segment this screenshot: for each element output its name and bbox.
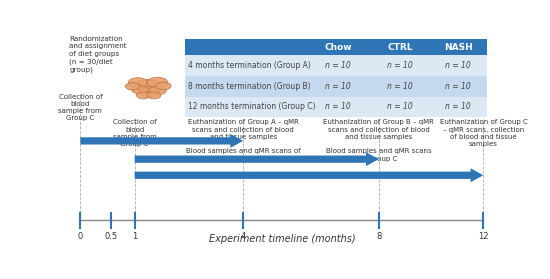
- Text: n = 10: n = 10: [446, 102, 471, 111]
- Text: Experiment timeline (months): Experiment timeline (months): [208, 234, 355, 244]
- Text: CTRL: CTRL: [387, 43, 413, 52]
- FancyBboxPatch shape: [185, 55, 487, 76]
- Circle shape: [147, 77, 168, 88]
- Text: Euthanization of Group B – qMR
scans and collection of blood
and tissue samples
: Euthanization of Group B – qMR scans and…: [323, 119, 434, 162]
- Polygon shape: [80, 134, 243, 148]
- Text: NASH: NASH: [444, 43, 472, 52]
- Text: 1: 1: [132, 232, 138, 241]
- Circle shape: [136, 92, 150, 99]
- Circle shape: [129, 78, 147, 87]
- Text: n = 10: n = 10: [446, 61, 471, 70]
- Text: 4 months termination (Group A): 4 months termination (Group A): [189, 61, 311, 70]
- Text: n = 10: n = 10: [387, 102, 413, 111]
- Text: 0.5: 0.5: [105, 232, 118, 241]
- Text: 8 months termination (Group B): 8 months termination (Group B): [189, 82, 311, 91]
- Polygon shape: [135, 152, 379, 166]
- Text: Collection of
blood
sample from
Group C: Collection of blood sample from Group C: [58, 94, 102, 121]
- FancyBboxPatch shape: [185, 97, 487, 117]
- Circle shape: [135, 80, 161, 93]
- Text: n = 10: n = 10: [387, 82, 413, 91]
- Text: n = 10: n = 10: [325, 82, 351, 91]
- Circle shape: [125, 83, 140, 90]
- Text: Euthanization of Group A – qMR
scans and collection of blood
and tissue samples
: Euthanization of Group A – qMR scans and…: [186, 119, 300, 162]
- Text: 12 months termination (Group C): 12 months termination (Group C): [189, 102, 316, 111]
- Text: n = 10: n = 10: [387, 61, 413, 70]
- FancyBboxPatch shape: [185, 40, 487, 55]
- Text: n = 10: n = 10: [446, 82, 471, 91]
- Text: Euthanization of Group C
– qMR scans, collection
of blood and tissue
samples: Euthanization of Group C – qMR scans, co…: [439, 119, 527, 147]
- Circle shape: [140, 87, 160, 97]
- Text: Randomization
and assignment
of diet groups
(n = 30/diet
group): Randomization and assignment of diet gro…: [69, 36, 127, 73]
- Text: n = 10: n = 10: [325, 102, 351, 111]
- Circle shape: [156, 82, 171, 90]
- Text: n = 10: n = 10: [325, 61, 351, 70]
- Polygon shape: [135, 168, 483, 182]
- Text: 8: 8: [376, 232, 382, 241]
- Text: Chow: Chow: [324, 43, 352, 52]
- FancyBboxPatch shape: [185, 76, 487, 97]
- Circle shape: [132, 86, 148, 94]
- Text: 4: 4: [240, 232, 246, 241]
- Circle shape: [147, 92, 161, 99]
- Circle shape: [149, 86, 166, 95]
- Text: 0: 0: [78, 232, 83, 241]
- Text: Collection of
blood
sample from
Group C: Collection of blood sample from Group C: [113, 119, 157, 147]
- Text: 12: 12: [478, 232, 488, 241]
